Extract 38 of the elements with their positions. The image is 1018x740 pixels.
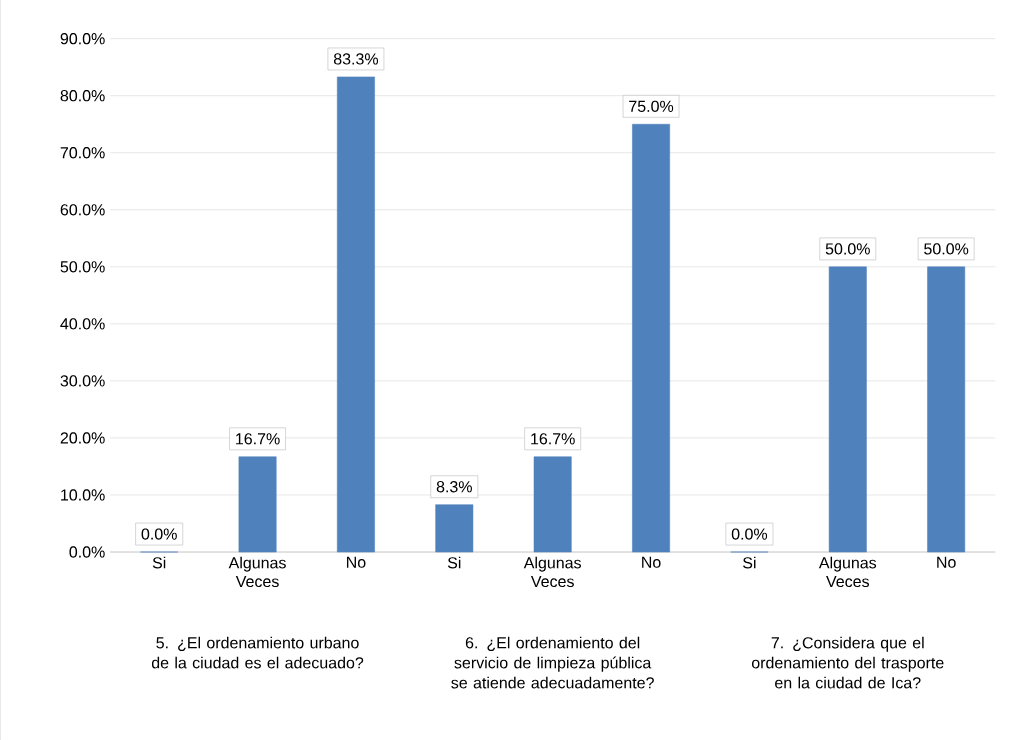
data-label: 16.7% [531, 433, 575, 445]
data-label: 8.3% [436, 481, 472, 493]
x-tick-label: Si [447, 556, 461, 569]
data-label: 16.7% [236, 433, 280, 445]
text: 6. ¿El ordenamiento del servicio de limpieza pública se atiende adecuadamente? [451, 636, 654, 689]
y-tick-label: 80.0% [60, 90, 105, 102]
y-tick-label: 10.0% [61, 489, 105, 501]
x-tick-label: Algunas Veces [818, 556, 877, 588]
text: 7. ¿Considera que el ordenamiento del trasporte en la ciudad de Ica? [751, 636, 944, 689]
y-tick-label: 0.0% [69, 546, 105, 558]
y-tick-label: 20.0% [60, 432, 105, 444]
data-label: 50.0% [924, 243, 969, 255]
x-tick-label: Si [152, 556, 166, 569]
data-label: 83.3% [333, 53, 379, 65]
y-tick-label: 50.0% [60, 261, 105, 273]
bar [435, 504, 474, 553]
y-tick-label: 30.0% [60, 375, 105, 387]
x-tick-label: No [937, 556, 956, 568]
bar [927, 266, 966, 553]
data-label: 50.0% [825, 243, 870, 255]
y-tick-label: 60.0% [60, 204, 105, 216]
data-label: 0.0% [731, 528, 768, 540]
data-label: 0.0% [141, 528, 177, 540]
data-label: 75.0% [629, 100, 674, 112]
y-tick-label: 90.0% [60, 33, 105, 45]
x-tick-label: Algunas Veces [228, 556, 286, 588]
text: 5. ¿El ordenamiento urbano de la ciudad es el adecuado? [151, 636, 364, 669]
x-tick-label: Si [743, 556, 756, 569]
x-tick-label: No [347, 556, 366, 568]
x-tick-label: Algunas Veces [523, 556, 581, 588]
bar [533, 456, 572, 553]
bar [238, 456, 277, 553]
bar [828, 266, 867, 553]
y-tick-label: 70.0% [60, 147, 105, 159]
bar [336, 76, 375, 553]
x-tick-label: No [642, 556, 661, 568]
y-tick-label: 40.0% [60, 318, 105, 330]
bar [632, 123, 670, 553]
